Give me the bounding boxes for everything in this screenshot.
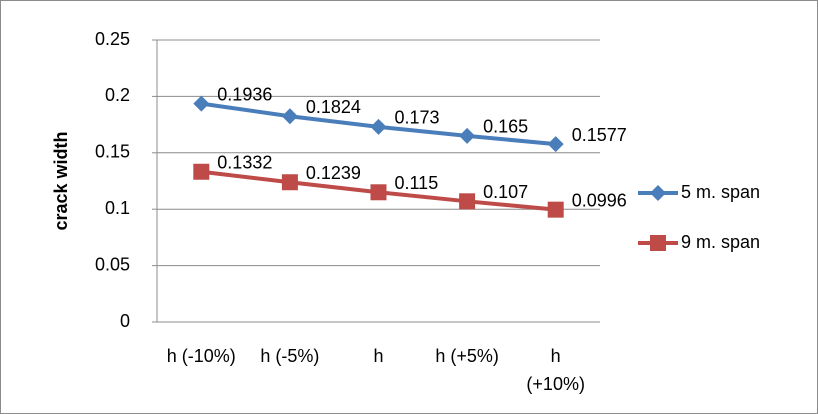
marker [370, 184, 387, 201]
x-tick-label: h (-5%) [260, 346, 320, 366]
marker [459, 193, 476, 210]
y-tick-label: 0.1 [105, 198, 130, 218]
marker [281, 108, 298, 125]
marker [370, 118, 387, 135]
data-label: 0.1577 [572, 125, 627, 145]
y-tick-label: 0.2 [105, 85, 130, 105]
marker [281, 174, 298, 191]
legend-label: 9 m. span [681, 232, 760, 252]
data-label: 0.1936 [217, 84, 272, 104]
data-label: 0.1332 [217, 153, 272, 173]
y-tick-label: 0 [120, 311, 130, 331]
marker [650, 235, 666, 251]
y-axis-label: crack width [51, 131, 71, 230]
data-label: 0.0996 [572, 190, 627, 210]
marker [547, 201, 564, 218]
y-tick-label: 0.15 [95, 142, 130, 162]
x-tick-label: h (-10%) [166, 346, 236, 366]
marker [193, 163, 210, 180]
data-label: 0.1239 [306, 163, 361, 183]
marker [547, 136, 564, 153]
y-tick-label: 0.25 [95, 29, 130, 49]
x-tick-label: h (+10%) [526, 346, 585, 394]
x-tick-label: h [373, 346, 384, 366]
data-label: 0.173 [395, 108, 440, 128]
marker [650, 185, 666, 201]
data-label: 0.165 [483, 117, 528, 137]
y-tick-label: 0.05 [95, 254, 130, 274]
legend-label: 5 m. span [681, 182, 760, 202]
data-label: 0.1824 [306, 97, 361, 117]
x-tick-label: h (+5%) [435, 346, 499, 366]
data-label: 0.115 [395, 173, 439, 193]
marker [459, 127, 476, 144]
marker [193, 95, 210, 112]
data-label: 0.107 [483, 182, 528, 202]
